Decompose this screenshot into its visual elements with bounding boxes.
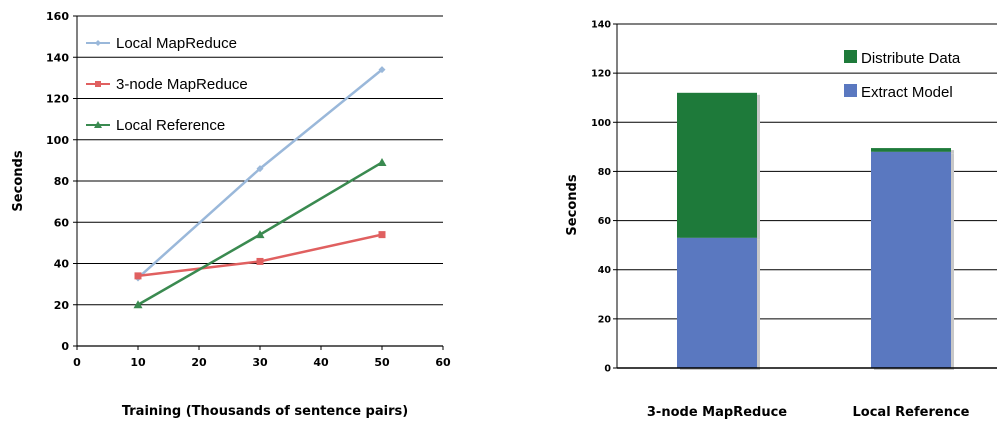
x-tick-label: 60 — [435, 356, 451, 369]
y-tick-label: 60 — [54, 216, 70, 229]
bar-segment — [871, 151, 951, 368]
y-tick-label: 100 — [46, 134, 69, 147]
y-tick-label: 160 — [46, 10, 69, 23]
x-category-label: 3-node MapReduce — [647, 405, 787, 420]
bar-segment — [677, 92, 757, 238]
x-axis-title: Training (Thousands of sentence pairs) — [122, 404, 408, 419]
x-tick-label: 30 — [252, 356, 268, 369]
y-tick-label: 80 — [54, 175, 70, 188]
legend-text-bg — [859, 81, 989, 101]
y-tick-label: 80 — [598, 167, 612, 178]
y-tick-label: 40 — [54, 258, 70, 271]
x-tick-label: 40 — [313, 356, 329, 369]
y-tick-label: 20 — [598, 314, 612, 325]
legend-label: 3-node MapReduce — [116, 76, 248, 93]
x-tick-label: 20 — [191, 356, 207, 369]
bar-stack — [677, 92, 760, 370]
y-tick-label: 60 — [598, 216, 612, 227]
legend: Local MapReduce 3-node MapReduce Local Ref… — [86, 35, 248, 134]
y-tick-label: 120 — [46, 93, 69, 106]
y-tick-label: 20 — [54, 299, 70, 312]
y-tick-label: 140 — [46, 51, 69, 64]
y-tick-label: 120 — [591, 69, 611, 80]
stacked-bar-chart: 0 20 40 60 80 100 120 140 Seconds 3-node MapReduc… — [565, 20, 997, 420]
y-tick-label: 140 — [591, 20, 611, 31]
legend: Distribute Data Extract Model — [844, 47, 989, 101]
y-axis-title: Seconds — [565, 174, 580, 235]
legend-marker — [95, 40, 101, 46]
y-tick-label: 40 — [598, 265, 612, 276]
data-point — [256, 165, 264, 173]
data-point — [377, 157, 387, 166]
series-local-reference — [133, 157, 387, 309]
data-point — [134, 272, 142, 280]
legend-label: Local MapReduce — [116, 35, 237, 52]
legend-swatch — [844, 50, 857, 63]
legend-label: Local Reference — [116, 117, 225, 134]
y-tick-label: 100 — [591, 118, 611, 129]
bar-segment — [871, 148, 951, 152]
series-line — [137, 233, 383, 278]
data-point — [255, 230, 265, 239]
legend-label: Extract Model — [861, 84, 953, 101]
legend-marker — [95, 81, 101, 87]
legend-label: Distribute Data — [861, 50, 961, 67]
legend-swatch — [844, 84, 857, 97]
y-tick-label: 0 — [604, 364, 611, 375]
y-tick-label: 0 — [61, 340, 69, 353]
legend-marker — [94, 121, 102, 128]
bar-segment — [677, 237, 757, 368]
data-point — [133, 300, 143, 309]
x-tick-label: 0 — [73, 356, 81, 369]
legend-text-bg — [859, 47, 989, 67]
series-line — [137, 68, 383, 279]
y-axis-title: Seconds — [11, 150, 26, 211]
line-chart: 0 20 40 60 80 100 120 140 160 0 10 20 30 40 50 60 Traini… — [11, 10, 451, 419]
x-category-label: Local Reference — [853, 405, 970, 420]
x-tick-label: 10 — [130, 356, 146, 369]
data-point — [378, 66, 386, 74]
data-point — [378, 231, 386, 239]
series-3-node-mapreduce — [134, 231, 386, 280]
bar-stack — [871, 148, 954, 370]
data-point — [256, 257, 264, 265]
x-tick-label: 50 — [374, 356, 390, 369]
